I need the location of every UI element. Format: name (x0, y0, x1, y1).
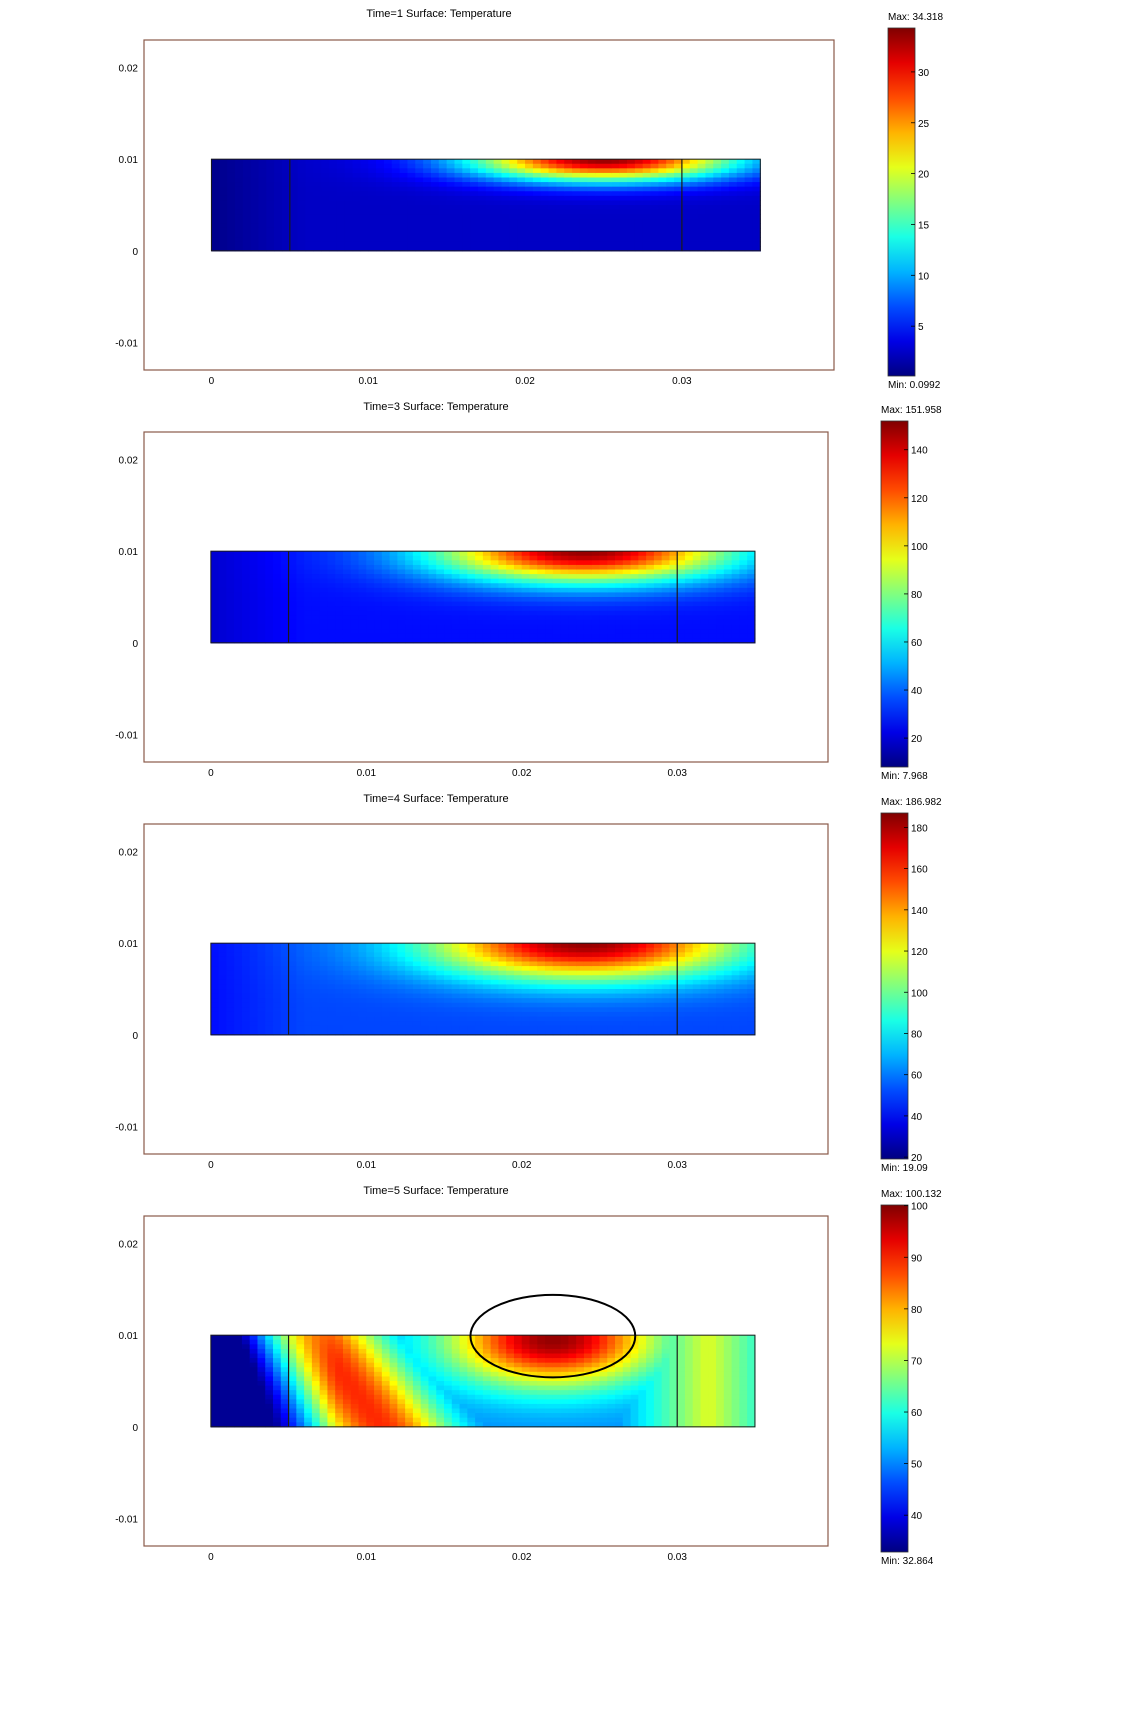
colorbar-tick-label: 120 (911, 494, 928, 505)
y-tick-label: 0.02 (119, 848, 139, 859)
colorbar (880, 812, 909, 1160)
x-tick-label: 0.02 (512, 768, 532, 779)
x-tick-label: 0.01 (357, 768, 377, 779)
x-tick-label: 0 (208, 1160, 214, 1171)
y-tick-label: -0.01 (115, 1515, 138, 1526)
x-tick-label: 0.02 (512, 1552, 532, 1563)
colorbar-tick-label: 80 (911, 590, 923, 601)
x-tick-label: 0.03 (667, 1160, 687, 1171)
colorbar-max-label: Max: 34.318 (888, 12, 943, 23)
x-tick-label: 0.01 (357, 1160, 377, 1171)
colorbar-tick-label: 80 (911, 1029, 923, 1040)
colorbar (880, 1204, 909, 1553)
colorbar-tick-label: 80 (911, 1305, 923, 1316)
colorbar-tick-label: 30 (918, 68, 930, 79)
y-tick-label: 0 (132, 1423, 138, 1434)
colorbar-tick-label: 60 (911, 638, 923, 649)
colorbar-min-label: Min: 32.864 (881, 1556, 934, 1567)
x-tick-label: 0 (208, 768, 214, 779)
chart-panel: Time=5 Surface: Temperature 0 0.01 0.02 0.03… (115, 1185, 942, 1567)
x-tick-label: 0.02 (515, 376, 535, 387)
x-tick-label: 0.03 (672, 376, 692, 387)
domain-boundary (210, 550, 756, 644)
colorbar-tick-label: 160 (911, 865, 928, 876)
colorbar-tick-label: 50 (911, 1460, 923, 1471)
y-tick-label: 0.01 (119, 1331, 139, 1342)
colorbar-min-label: Min: 19.09 (881, 1163, 928, 1174)
y-tick-label: 0.02 (119, 456, 139, 467)
colorbar-tick-label: 180 (911, 823, 928, 834)
colorbar-tick-label: 60 (911, 1408, 923, 1419)
x-tick-label: 0 (208, 1552, 214, 1563)
temperature-field (210, 551, 756, 644)
colorbar-tick-label: 140 (911, 446, 928, 457)
colorbar (887, 27, 916, 377)
chart-title: Time=5 Surface: Temperature (363, 1185, 508, 1197)
y-tick-label: -0.01 (115, 731, 138, 742)
colorbar-max-label: Max: 151.958 (881, 405, 942, 416)
domain-boundary (210, 158, 761, 252)
colorbar-max-label: Max: 186.982 (881, 797, 942, 808)
chart-title: Time=4 Surface: Temperature (363, 793, 508, 805)
temperature-field (211, 159, 761, 252)
y-tick-label: 0 (132, 1031, 138, 1042)
colorbar-tick-label: 20 (918, 170, 930, 181)
y-tick-label: 0.02 (119, 64, 139, 75)
x-tick-label: 0.03 (667, 768, 687, 779)
chart-title: Time=3 Surface: Temperature (363, 401, 508, 413)
colorbar-tick-label: 10 (918, 271, 930, 282)
colorbar-min-label: Min: 7.968 (881, 771, 928, 782)
colorbar-tick-label: 60 (911, 1071, 923, 1082)
domain-boundary (210, 942, 756, 1036)
colorbar-tick-label: 40 (911, 1511, 923, 1522)
x-tick-label: 0.03 (667, 1552, 687, 1563)
colorbar-tick-label: 120 (911, 947, 928, 958)
colorbar-tick-label: 140 (911, 906, 928, 917)
chart-panel: Time=4 Surface: Temperature 0 0.01 0.02 0.03… (115, 793, 942, 1174)
colorbar-tick-label: 40 (911, 1112, 923, 1123)
y-tick-label: -0.01 (115, 339, 138, 350)
colorbar-tick-label: 100 (911, 988, 928, 999)
temperature-field (210, 943, 756, 1036)
colorbar-min-label: Min: 0.0992 (888, 380, 941, 391)
x-tick-label: 0.02 (512, 1160, 532, 1171)
colorbar-tick-label: 70 (911, 1356, 923, 1367)
y-tick-label: 0.01 (119, 155, 139, 166)
chart-panel: Time=1 Surface: Temperature 0 0.01 0.02 0.03… (115, 8, 943, 391)
y-tick-label: 0 (132, 639, 138, 650)
x-tick-label: 0.01 (357, 1552, 377, 1563)
y-tick-label: 0.02 (119, 1240, 139, 1251)
colorbar-tick-label: 100 (911, 542, 928, 553)
colorbar-tick-label: 20 (911, 1153, 923, 1164)
colorbar-tick-label: 25 (918, 119, 930, 130)
colorbar (880, 420, 909, 768)
y-tick-label: 0.01 (119, 547, 139, 558)
temperature-field (210, 1335, 756, 1428)
y-tick-label: -0.01 (115, 1123, 138, 1134)
x-tick-label: 0.01 (359, 376, 379, 387)
x-tick-label: 0 (209, 376, 215, 387)
chart-panel: Time=3 Surface: Temperature 0 0.01 0.02 0.03… (115, 401, 942, 782)
colorbar-tick-label: 100 (911, 1202, 928, 1213)
colorbar-tick-label: 5 (918, 322, 924, 333)
domain-boundary (210, 1334, 756, 1428)
colorbar-max-label: Max: 100.132 (881, 1189, 942, 1200)
colorbar-tick-label: 40 (911, 686, 923, 697)
colorbar-tick-label: 20 (911, 734, 923, 745)
y-tick-label: 0.01 (119, 939, 139, 950)
highlight-ellipse (469, 1293, 637, 1379)
chart-title: Time=1 Surface: Temperature (366, 8, 511, 20)
colorbar-tick-label: 15 (918, 220, 930, 231)
y-tick-label: 0 (132, 247, 138, 258)
colorbar-tick-label: 90 (911, 1253, 923, 1264)
